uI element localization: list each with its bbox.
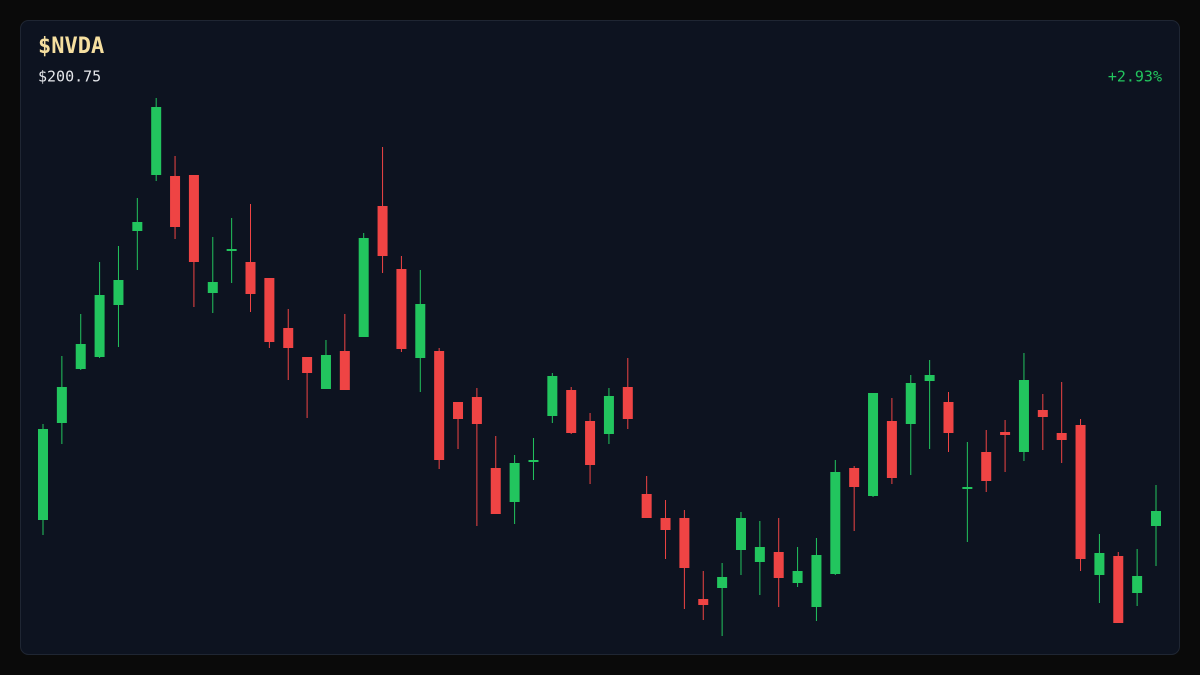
candle-body — [1151, 511, 1161, 526]
candle-body — [924, 375, 935, 381]
candle-body — [339, 351, 350, 390]
candle-body — [320, 355, 331, 389]
candle-body — [886, 421, 897, 478]
candle-body — [1056, 433, 1067, 440]
candle-body — [94, 295, 105, 357]
card — [20, 20, 1180, 655]
candle-body — [754, 547, 765, 562]
candle-body — [679, 518, 690, 568]
candle-body — [849, 468, 860, 487]
candle-body — [415, 304, 426, 358]
last-price: $200.75 — [38, 68, 101, 86]
candle-body — [622, 387, 633, 419]
candle-body — [905, 383, 916, 424]
candle-body — [453, 402, 464, 419]
candle-body — [1075, 425, 1086, 559]
candle-body — [396, 269, 407, 349]
candle-body — [358, 238, 369, 337]
candle-body — [471, 397, 482, 424]
candle-body — [226, 249, 237, 251]
candle-body — [245, 262, 256, 294]
candle-body — [830, 472, 841, 574]
candle-body — [509, 463, 520, 502]
candle-body — [981, 452, 992, 481]
candle-body — [188, 175, 199, 262]
candle-body — [1113, 556, 1124, 623]
candle-body — [207, 282, 218, 293]
candle-body — [566, 390, 577, 433]
candle-body — [434, 351, 445, 460]
candle-body — [1000, 432, 1011, 435]
candle-body — [811, 555, 822, 607]
candle-body — [170, 176, 181, 227]
candle-body — [717, 577, 728, 588]
candle-body — [151, 107, 162, 175]
price-change: +2.93% — [1108, 68, 1162, 86]
candle-body — [1037, 410, 1048, 417]
candle-body — [603, 396, 614, 434]
candle-body — [773, 552, 784, 578]
candle-body — [660, 518, 671, 530]
candle-body — [1132, 576, 1143, 593]
ticker-title: $NVDA — [38, 34, 104, 59]
candle-body — [698, 599, 709, 605]
candle-body — [528, 460, 539, 462]
candle-body — [132, 222, 143, 231]
candle-body — [1018, 380, 1029, 452]
candle-body — [56, 387, 67, 423]
candle-body — [75, 344, 86, 369]
candle-body — [641, 494, 652, 518]
candle-body — [585, 421, 596, 465]
candle-body — [547, 376, 558, 416]
candle-body — [735, 518, 746, 550]
candle-body — [1094, 553, 1105, 575]
candle-body — [264, 278, 275, 342]
plot-area — [38, 98, 1161, 636]
candle-body — [113, 280, 124, 305]
candle-body — [792, 571, 803, 583]
candle-body — [377, 206, 388, 256]
candle-body — [302, 357, 313, 373]
candle-body — [38, 429, 48, 520]
candle-body — [962, 487, 973, 489]
candle-body — [943, 402, 954, 433]
candle-body — [868, 393, 879, 496]
candle-body — [283, 328, 294, 348]
candle-body — [490, 468, 501, 514]
